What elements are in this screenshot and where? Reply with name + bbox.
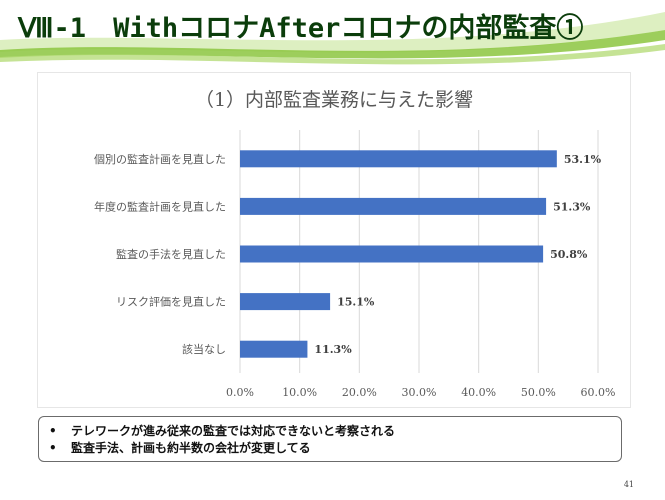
title-banner: Ⅷ-1 WithコロナAfterコロナの内部監査① <box>0 0 665 75</box>
chart-title: （1）内部監査業務に与えた影響 <box>194 89 474 111</box>
bar <box>240 245 544 263</box>
x-tick-label: 0.0% <box>226 386 254 399</box>
data-label: 11.3% <box>314 343 352 356</box>
x-tick-label: 20.0% <box>342 386 377 399</box>
page-number: 41 <box>623 480 634 489</box>
note-text: 監査手法、計画も約半数の会社が変更してる <box>71 441 311 455</box>
x-tick-label: 10.0% <box>282 386 317 399</box>
bar <box>240 293 331 311</box>
data-label: 50.8% <box>550 248 588 261</box>
decorative-swoosh <box>0 12 665 65</box>
category-label: 該当なし <box>182 342 226 356</box>
category-label: 個別の監査計画を見直した <box>94 152 226 166</box>
x-tick-label: 60.0% <box>581 386 616 399</box>
notes-box: • テレワークが進み従来の監査では対応できないと考察される • 監査手法、計画も約半… <box>38 416 622 462</box>
x-tick-label: 40.0% <box>461 386 496 399</box>
data-label: 15.1% <box>337 296 375 309</box>
bar <box>240 150 557 168</box>
bar <box>240 340 308 358</box>
bar <box>240 197 547 215</box>
data-label: 53.1% <box>564 153 602 166</box>
chart-panel: （1）内部監査業務に与えた影響 0.0% 10.0% 20.0% 30.0% 40.0%… <box>37 72 631 408</box>
bullet-icon: • <box>49 441 57 455</box>
slide-title: Ⅷ-1 WithコロナAfterコロナの内部監査① <box>18 13 584 44</box>
note-line: • 監査手法、計画も約半数の会社が変更してる <box>49 440 611 457</box>
bullet-icon: • <box>49 424 57 438</box>
x-tick-label: 30.0% <box>402 386 437 399</box>
x-tick-label: 50.0% <box>521 386 556 399</box>
note-text: テレワークが進み従来の監査では対応できないと考察される <box>71 424 396 438</box>
data-label: 51.3% <box>553 200 591 213</box>
category-label: 年度の監査計画を見直した <box>94 199 226 213</box>
bar-chart: 0.0% 10.0% 20.0% 30.0% 40.0% 50.0% 60.0% 個別の監査計… <box>94 130 616 399</box>
category-label: 監査の手法を見直した <box>116 247 226 261</box>
note-line: • テレワークが進み従来の監査では対応できないと考察される <box>49 423 611 440</box>
category-label: リスク評価を見直した <box>116 295 226 309</box>
